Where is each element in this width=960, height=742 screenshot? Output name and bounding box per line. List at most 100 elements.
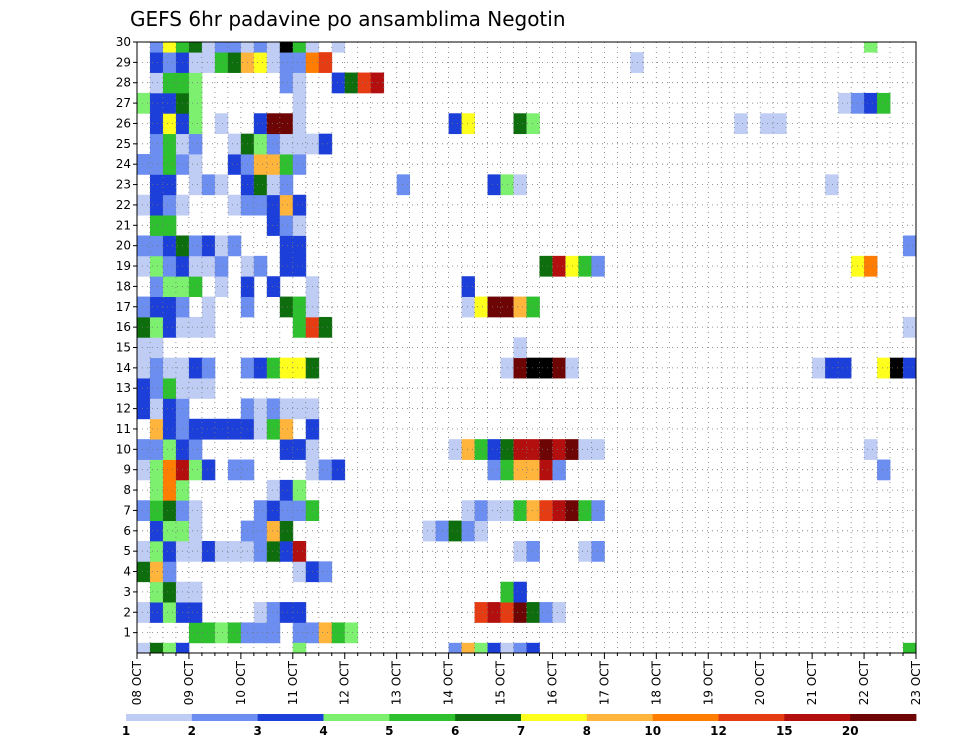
heatmap-cell xyxy=(500,642,514,654)
heatmap-cell xyxy=(279,154,294,175)
heatmap-cell xyxy=(279,439,294,460)
legend-label: 15 xyxy=(776,724,793,738)
y-tick-label: 27 xyxy=(116,96,131,110)
heatmap-cell xyxy=(201,42,216,53)
heatmap-cell xyxy=(188,52,203,73)
heatmap-cell xyxy=(266,194,281,216)
heatmap-cell xyxy=(487,174,501,196)
heatmap-cell xyxy=(253,133,268,155)
heatmap-cell xyxy=(279,113,294,135)
heatmap-cell xyxy=(292,622,307,644)
heatmap-cell xyxy=(513,540,527,562)
legend-swatch xyxy=(718,714,785,721)
x-tick-label: 19 OCT xyxy=(701,660,715,705)
heatmap-cell xyxy=(292,500,307,522)
heatmap-cell xyxy=(292,194,307,216)
heatmap-cell xyxy=(448,642,462,654)
heatmap-cell xyxy=(137,561,151,583)
heatmap-cell xyxy=(461,500,475,522)
x-tick-label: 14 OCT xyxy=(442,660,456,705)
heatmap-cell xyxy=(903,357,917,379)
heatmap-cell xyxy=(318,459,333,481)
heatmap-cell xyxy=(513,337,527,359)
heatmap-cell xyxy=(214,276,229,297)
heatmap-cell xyxy=(513,642,527,654)
heatmap-cell xyxy=(448,113,462,135)
heatmap-cell xyxy=(149,316,164,338)
heatmap-cell xyxy=(513,439,527,460)
heatmap-cell xyxy=(266,622,281,644)
heatmap-cell xyxy=(461,642,475,654)
heatmap-cell xyxy=(292,72,307,94)
heatmap-cell xyxy=(162,418,177,440)
legend-label: 5 xyxy=(385,724,393,738)
heatmap-cell xyxy=(578,500,592,522)
heatmap-cell xyxy=(188,459,203,481)
y-tick-label: 14 xyxy=(116,361,131,375)
heatmap-cell xyxy=(162,215,177,236)
heatmap-cell xyxy=(175,42,190,53)
heatmap-cell xyxy=(149,479,164,501)
heatmap-cell xyxy=(513,602,527,623)
heatmap-cell xyxy=(266,133,281,155)
heatmap-cell xyxy=(227,622,242,644)
heatmap-cell xyxy=(266,154,281,175)
heatmap-cell xyxy=(162,42,177,53)
legend-swatch xyxy=(455,714,522,721)
heatmap-cell xyxy=(253,194,268,216)
heatmap-cell xyxy=(487,296,501,318)
heatmap-cell xyxy=(214,255,229,277)
heatmap-cell xyxy=(188,276,203,297)
heatmap-cell xyxy=(149,398,164,420)
y-tick-label: 6 xyxy=(123,524,131,538)
heatmap-cell xyxy=(474,642,488,654)
heatmap-cell xyxy=(890,357,904,379)
y-tick-label: 2 xyxy=(123,605,131,619)
heatmap-cell xyxy=(227,418,242,440)
heatmap-cell xyxy=(266,479,281,501)
heatmap-cell xyxy=(137,602,151,623)
heatmap-cell xyxy=(201,378,216,399)
heatmap-cell xyxy=(162,255,177,277)
heatmap-cell xyxy=(137,296,151,318)
heatmap-cell xyxy=(149,540,164,562)
heatmap-cell xyxy=(513,357,527,379)
heatmap-cell xyxy=(266,52,281,73)
heatmap-cell xyxy=(292,642,307,654)
heatmap-cell xyxy=(526,357,540,379)
heatmap-cell xyxy=(292,602,307,623)
heatmap-cell xyxy=(162,581,177,603)
heatmap-cell xyxy=(279,42,294,53)
heatmap-cell xyxy=(201,418,216,440)
heatmap-cell xyxy=(877,357,891,379)
heatmap-cell xyxy=(188,622,203,644)
heatmap-cell xyxy=(825,174,839,196)
heatmap-cell xyxy=(526,540,540,562)
heatmap-cell xyxy=(474,296,488,318)
x-tick-label: 12 OCT xyxy=(338,660,352,705)
legend-label: 3 xyxy=(254,724,262,738)
heatmap-cell xyxy=(149,255,164,277)
heatmap-cell xyxy=(487,459,501,481)
heatmap-cell xyxy=(487,642,501,654)
heatmap-cell xyxy=(227,42,242,53)
y-tick-label: 1 xyxy=(123,626,131,640)
heatmap-cell xyxy=(137,642,151,654)
heatmap-cell xyxy=(448,520,462,542)
heatmap-cell xyxy=(149,276,164,297)
heatmap-cell xyxy=(188,439,203,460)
x-axis-ticks: 08 OCT 09 OCT 10 OCT 11 OCT 12 OCT 13 OCT 14 O… xyxy=(130,653,923,705)
heatmap-cell xyxy=(227,133,242,155)
heatmap-cell xyxy=(162,479,177,501)
y-tick-label: 19 xyxy=(116,259,131,273)
heatmap-cell xyxy=(331,42,346,53)
heatmap-cell xyxy=(903,642,917,654)
heatmap-cell xyxy=(552,459,566,481)
heatmap-cell xyxy=(201,316,216,338)
legend-label: 4 xyxy=(319,724,327,738)
heatmap-cell xyxy=(162,439,177,460)
y-tick-label: 26 xyxy=(116,116,131,130)
legend-label: 12 xyxy=(710,724,727,738)
heatmap-cell xyxy=(513,113,527,135)
